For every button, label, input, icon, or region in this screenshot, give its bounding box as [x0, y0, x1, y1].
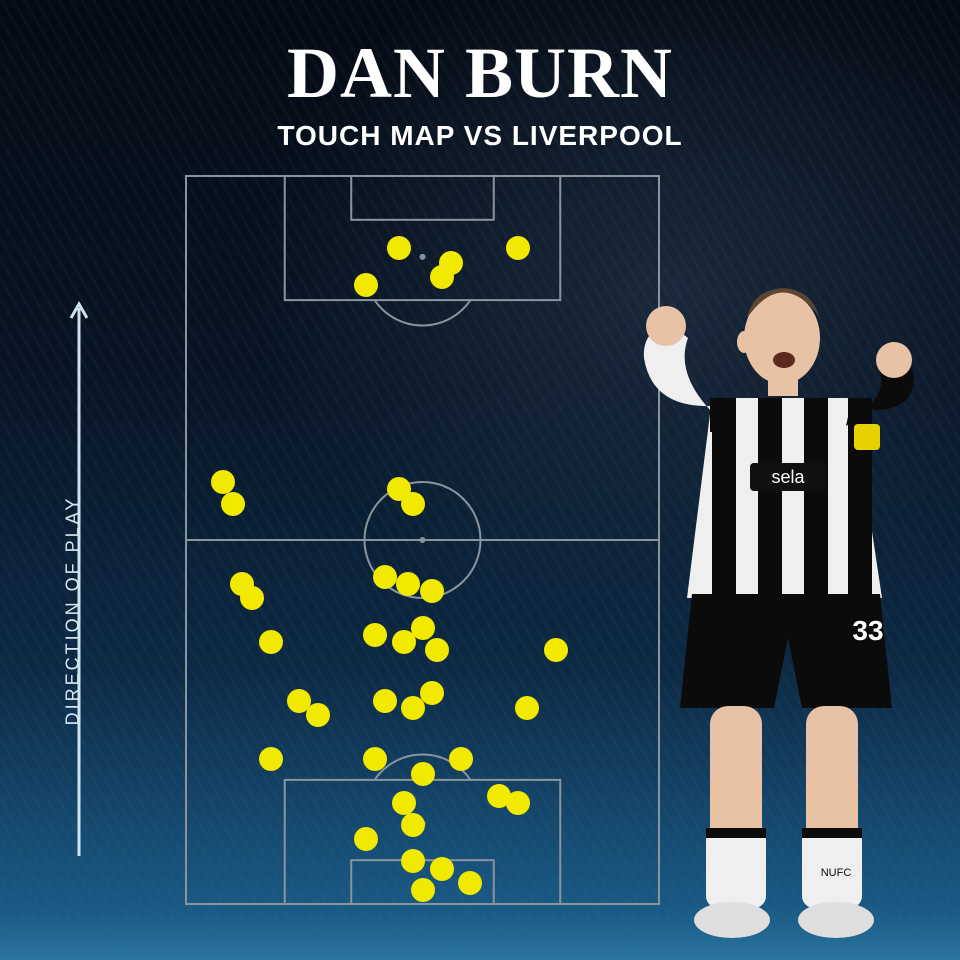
touch-point	[306, 703, 330, 727]
touch-point	[363, 623, 387, 647]
touch-point	[430, 857, 454, 881]
touch-point	[411, 878, 435, 902]
touch-point	[373, 689, 397, 713]
player-illustration: sela 33	[592, 268, 952, 948]
touch-point	[221, 492, 245, 516]
touch-points-layer	[185, 175, 660, 905]
touch-point	[458, 871, 482, 895]
touch-point	[430, 265, 454, 289]
touch-point	[401, 849, 425, 873]
touch-point	[420, 681, 444, 705]
player-name-title: DAN BURN	[0, 32, 960, 115]
direction-of-play: DIRECTION OF PLAY	[45, 300, 105, 860]
touch-point	[506, 236, 530, 260]
touch-point	[420, 579, 444, 603]
direction-label: DIRECTION OF PLAY	[63, 461, 84, 761]
touch-point	[411, 616, 435, 640]
touch-point	[544, 638, 568, 662]
chart-subtitle: TOUCH MAP VS LIVERPOOL	[0, 120, 960, 152]
touch-point	[240, 586, 264, 610]
touch-point	[354, 273, 378, 297]
touch-point	[411, 762, 435, 786]
touch-point	[401, 813, 425, 837]
touch-point	[259, 630, 283, 654]
touch-point	[401, 492, 425, 516]
touch-point	[373, 565, 397, 589]
svg-text:NUFC: NUFC	[821, 867, 852, 879]
touch-point	[354, 827, 378, 851]
touch-point	[449, 747, 473, 771]
touch-map-pitch	[185, 175, 660, 905]
touch-map-infographic: { "title": "DAN BURN", "title_fontsize":…	[0, 0, 960, 960]
player-cutout: sela 33	[592, 268, 952, 948]
touch-point	[387, 236, 411, 260]
touch-point	[506, 791, 530, 815]
touch-point	[363, 747, 387, 771]
touch-point	[392, 791, 416, 815]
sponsor-text: sela	[771, 467, 805, 487]
touch-point	[211, 470, 235, 494]
touch-point	[425, 638, 449, 662]
touch-point	[515, 696, 539, 720]
touch-point	[396, 572, 420, 596]
touch-point	[259, 747, 283, 771]
shirt-number: 33	[852, 615, 883, 646]
